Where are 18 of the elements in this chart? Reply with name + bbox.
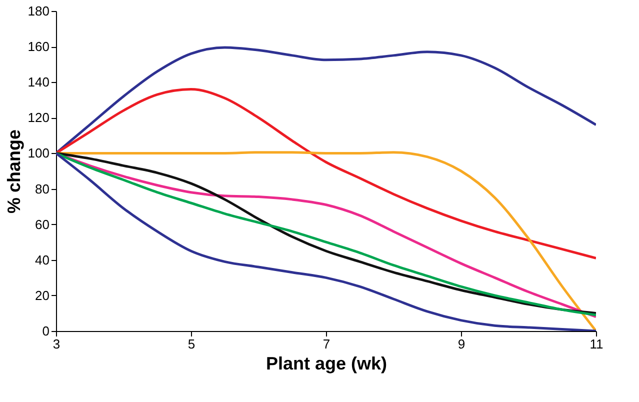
y-tick-label: 20 xyxy=(35,288,50,303)
y-tick-label: 80 xyxy=(35,181,50,196)
x-tick-label: 5 xyxy=(188,336,196,352)
x-tick-label: 9 xyxy=(458,336,466,352)
y-tick-label: 60 xyxy=(35,216,50,232)
line-series xyxy=(56,88,596,260)
y-tick-label: 40 xyxy=(35,252,50,268)
y-tick-label: 180 xyxy=(28,4,50,18)
y-tick-label: 100 xyxy=(28,146,50,161)
y-tick-label: 0 xyxy=(42,324,50,338)
y-axis-title: % change xyxy=(4,129,24,214)
x-tick-label: 7 xyxy=(322,336,330,352)
x-tick-label: 3 xyxy=(52,336,60,352)
x-axis-title: Plant age (wk) xyxy=(266,354,388,374)
x-tick-label: 11 xyxy=(590,336,604,352)
y-tick-label: 120 xyxy=(28,110,50,126)
y-tick-label: 140 xyxy=(28,74,50,90)
y-tick-label: 160 xyxy=(28,39,50,54)
